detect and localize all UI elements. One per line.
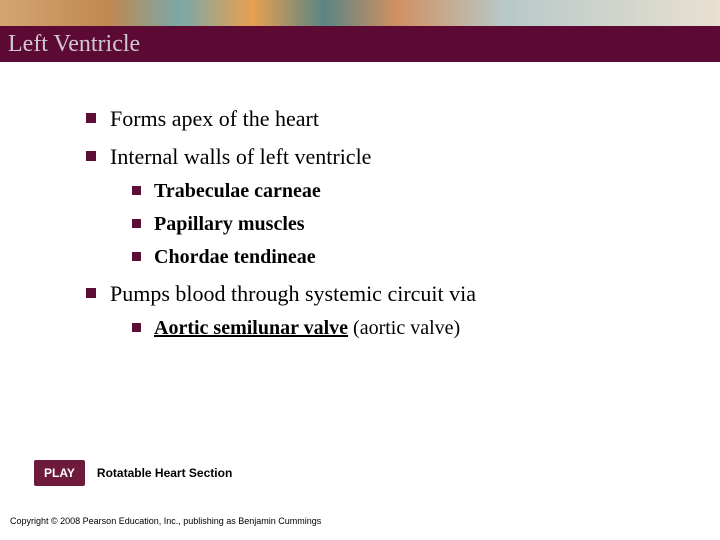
play-label: Rotatable Heart Section bbox=[97, 466, 232, 480]
bullet-text: Internal walls of left ventricle bbox=[110, 144, 371, 169]
sub-bullet-item: Chordae tendineae bbox=[132, 246, 720, 269]
bullet-item: Forms apex of the heart bbox=[86, 106, 720, 132]
sub-bullet-text: Trabeculae carneae bbox=[154, 180, 321, 202]
play-row: PLAY Rotatable Heart Section bbox=[34, 460, 232, 486]
slide-title: Left Ventricle bbox=[8, 31, 140, 58]
bullet-text: Pumps blood through systemic circuit via bbox=[110, 281, 476, 306]
play-button[interactable]: PLAY bbox=[34, 460, 85, 486]
title-bar: Left Ventricle bbox=[0, 26, 720, 62]
sub-bullet-underline: Aortic semilunar valve bbox=[154, 317, 348, 339]
slide-content: Forms apex of the heart Internal walls o… bbox=[0, 62, 720, 340]
bullet-item: Internal walls of left ventricle Trabecu… bbox=[86, 144, 720, 269]
sub-bullet-item: Aortic semilunar valve (aortic valve) bbox=[132, 317, 720, 340]
sub-bullet-item: Papillary muscles bbox=[132, 213, 720, 236]
copyright-text: Copyright © 2008 Pearson Education, Inc.… bbox=[10, 516, 321, 526]
bullet-text: Forms apex of the heart bbox=[110, 106, 319, 131]
decorative-header-image bbox=[0, 0, 720, 26]
sub-bullet-text: Chordae tendineae bbox=[154, 246, 316, 268]
sub-bullet-rest: (aortic valve) bbox=[348, 317, 460, 339]
sub-bullet-text: Papillary muscles bbox=[154, 213, 305, 235]
sub-bullet-item: Trabeculae carneae bbox=[132, 180, 720, 203]
bullet-item: Pumps blood through systemic circuit via… bbox=[86, 281, 720, 340]
